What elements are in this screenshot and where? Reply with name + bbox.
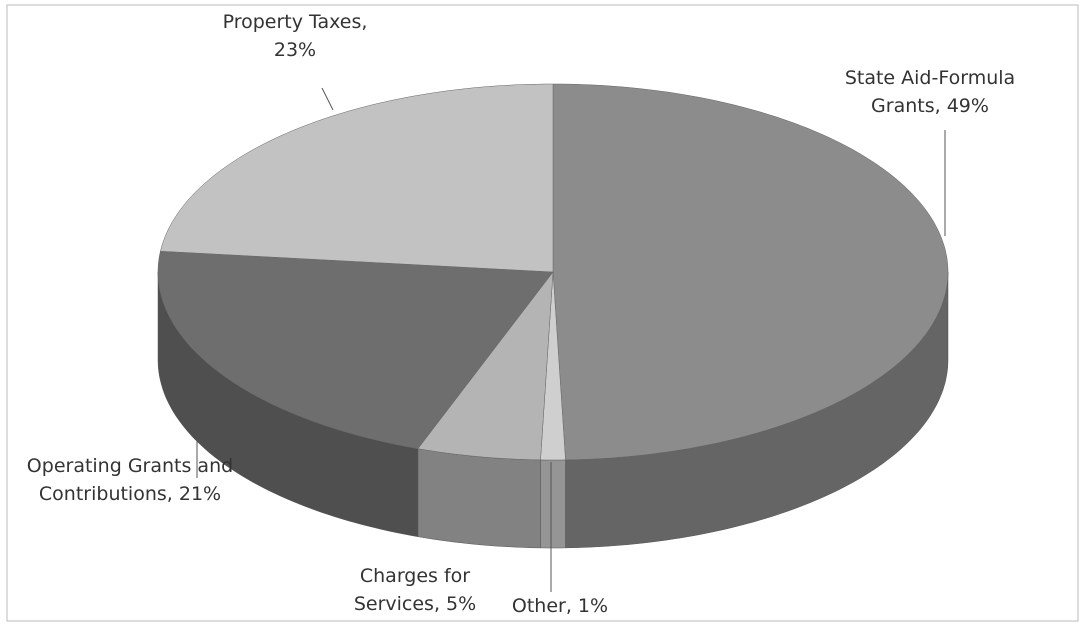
slice-label: Property Taxes, 23% (222, 11, 368, 61)
slice (552, 83, 949, 461)
slice (157, 250, 554, 449)
slice-label: Charges for Services, 5% (353, 565, 477, 615)
slice (160, 83, 554, 273)
slice-label: Operating Grants and Contributions, 21% (26, 455, 234, 505)
slice (417, 271, 554, 461)
slice-label: Other, 1% (511, 595, 609, 617)
leader-line (321, 87, 334, 111)
slice-label: State Aid-Formula Grants, 49% (844, 67, 1016, 117)
slice-side (540, 459, 566, 549)
slice-side (417, 448, 541, 549)
chart-frame (6, 4, 1079, 622)
